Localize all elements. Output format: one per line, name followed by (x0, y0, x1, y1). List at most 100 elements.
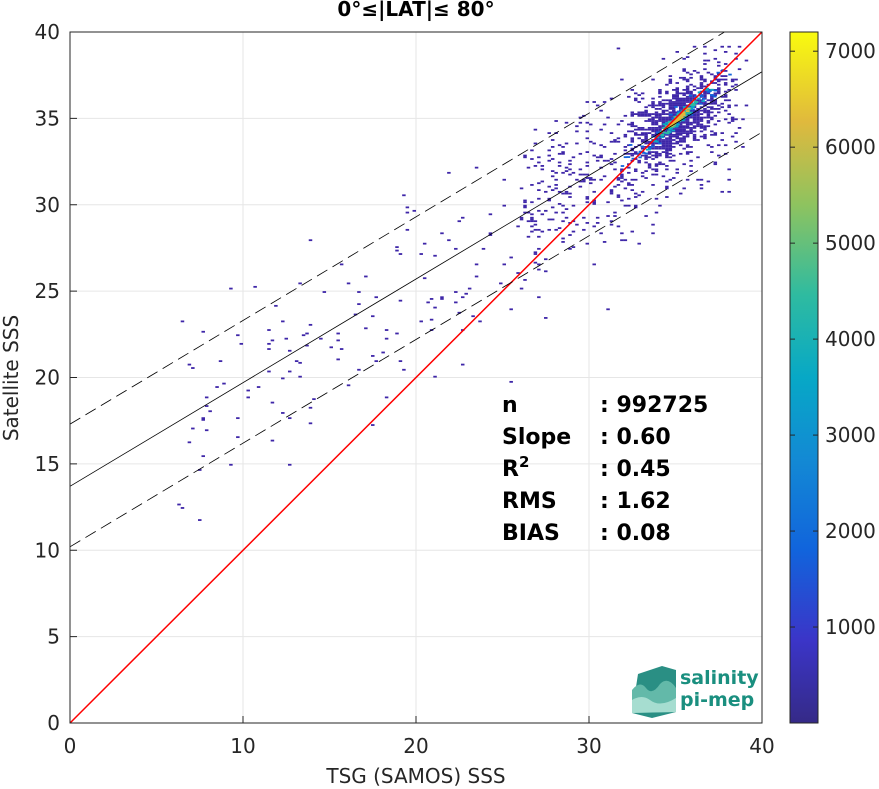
data-cell (706, 111, 711, 114)
data-cell (717, 89, 721, 91)
data-cell (644, 158, 648, 160)
data-cell (561, 237, 565, 240)
data-cell (723, 99, 728, 102)
data-cell (665, 149, 669, 152)
data-cell (305, 344, 309, 347)
data-cell (627, 184, 631, 186)
data-cell (502, 204, 506, 207)
data-cell (699, 87, 704, 90)
data-cell (678, 101, 683, 103)
data-cell-dense (672, 124, 676, 127)
data-cell (672, 106, 676, 109)
data-cell (564, 166, 569, 169)
data-cell (668, 78, 673, 81)
data-cell-dense (694, 95, 698, 98)
data-cell (630, 149, 635, 152)
data-cell (665, 137, 669, 140)
data-cell (713, 163, 718, 166)
data-cell-dense (645, 148, 650, 151)
data-cell (710, 108, 714, 110)
data-cell (571, 230, 576, 233)
data-cell (575, 223, 579, 226)
data-cell (692, 139, 697, 141)
data-cell (661, 106, 666, 109)
data-cell (744, 104, 749, 107)
data-cell (685, 121, 690, 124)
data-cell (685, 135, 690, 138)
data-cell (661, 120, 666, 122)
data-cell (682, 121, 686, 124)
data-cell (637, 194, 641, 197)
data-cell (654, 139, 659, 141)
data-cell-dense (640, 145, 645, 148)
data-cell (710, 146, 714, 148)
data-cell-dense (682, 106, 687, 108)
data-cell (678, 127, 683, 129)
data-cell (699, 75, 704, 77)
data-cell (665, 140, 669, 143)
data-cell (668, 82, 673, 84)
data-cell (523, 204, 527, 207)
data-cell (599, 128, 603, 131)
data-cell (419, 320, 423, 323)
data-cell (374, 360, 378, 363)
data-cell-dense (668, 128, 672, 131)
data-cell (561, 171, 565, 174)
data-cell-dense (676, 110, 681, 113)
data-cell (599, 178, 603, 181)
data-cell (678, 123, 683, 126)
data-cell-dense (681, 119, 685, 122)
data-cell (654, 197, 659, 200)
data-cell (658, 101, 662, 103)
data-cell (682, 70, 686, 72)
data-cell (668, 147, 673, 150)
data-cell (287, 349, 292, 352)
data-cell (668, 106, 673, 109)
data-cell (692, 120, 697, 122)
data-cell (339, 263, 344, 266)
data-cell (713, 102, 718, 105)
data-cell (668, 137, 673, 140)
data-cell (488, 234, 493, 236)
data-cell (599, 109, 603, 112)
data-cell-dense (687, 107, 691, 110)
data-cell (675, 92, 679, 95)
data-cell (661, 99, 666, 102)
data-cell (689, 130, 693, 133)
data-cell (665, 154, 669, 157)
data-cell (478, 320, 482, 323)
data-cell (658, 92, 662, 95)
data-cell (426, 301, 430, 304)
data-cell (398, 360, 403, 363)
data-cell (678, 99, 683, 102)
data-cell (519, 218, 524, 221)
stat-label: n (502, 393, 518, 418)
data-cell (568, 247, 572, 250)
data-cell (637, 114, 641, 117)
data-cell (613, 185, 617, 188)
wave-logo-icon (632, 666, 676, 718)
data-cell (675, 97, 679, 100)
data-cell (682, 68, 686, 71)
data-cell (654, 168, 659, 171)
data-cell (609, 97, 614, 100)
data-cell (675, 51, 679, 53)
data-cell (661, 147, 666, 150)
regression-lines (70, 32, 762, 723)
data-cell (630, 114, 635, 117)
data-cell (595, 104, 600, 107)
data-cell (685, 125, 690, 128)
data-cell-dense (642, 152, 646, 154)
data-cell (710, 133, 714, 136)
data-cell (661, 125, 666, 128)
data-cell (717, 104, 721, 107)
data-cell (616, 178, 621, 181)
data-cell (609, 220, 614, 223)
data-cell (699, 127, 704, 129)
data-cell (658, 120, 662, 122)
data-cell (727, 104, 731, 107)
data-cell (672, 111, 676, 114)
data-cell (661, 144, 666, 147)
data-cell (547, 197, 551, 200)
data-cell (433, 254, 437, 257)
